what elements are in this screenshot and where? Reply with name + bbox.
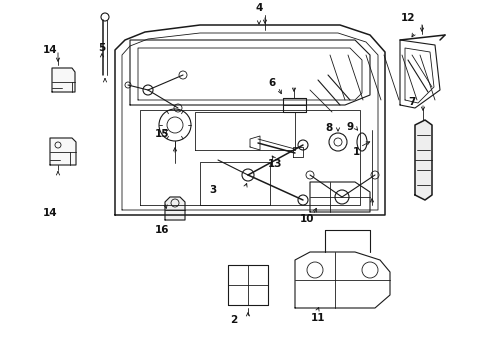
Text: 7: 7: [408, 97, 416, 107]
Text: 6: 6: [269, 78, 275, 88]
Text: 1: 1: [352, 147, 360, 157]
Text: 14: 14: [43, 45, 57, 55]
Text: 12: 12: [401, 13, 415, 23]
Polygon shape: [52, 68, 75, 92]
Polygon shape: [50, 138, 76, 165]
Text: 15: 15: [155, 129, 169, 139]
Polygon shape: [165, 197, 185, 220]
Text: 5: 5: [98, 43, 106, 53]
Text: 13: 13: [268, 159, 282, 169]
Text: 3: 3: [209, 185, 217, 195]
Text: 14: 14: [43, 208, 57, 218]
Polygon shape: [415, 120, 432, 200]
Text: 8: 8: [325, 123, 333, 133]
Text: 4: 4: [255, 3, 263, 13]
Text: 10: 10: [300, 214, 314, 224]
Text: 11: 11: [311, 313, 325, 323]
Text: 16: 16: [155, 225, 169, 235]
Text: 9: 9: [346, 122, 354, 132]
Text: 2: 2: [230, 315, 238, 325]
